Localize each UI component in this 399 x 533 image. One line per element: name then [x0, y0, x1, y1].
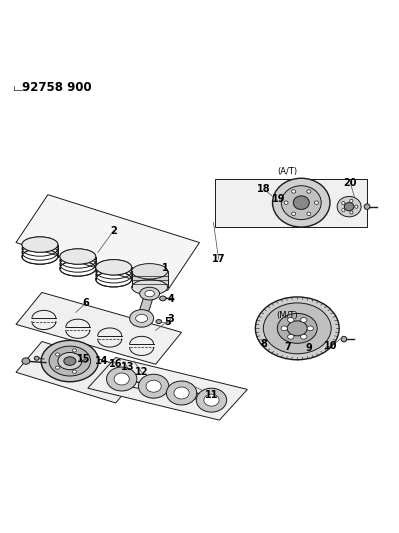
Ellipse shape [287, 321, 307, 336]
Text: 18: 18 [257, 184, 270, 193]
Text: 10: 10 [324, 341, 338, 351]
Ellipse shape [22, 237, 58, 252]
Text: 14: 14 [95, 357, 109, 367]
Text: 17: 17 [212, 254, 225, 264]
Ellipse shape [55, 366, 59, 369]
Text: 16: 16 [109, 359, 122, 369]
Ellipse shape [83, 359, 87, 362]
Ellipse shape [273, 178, 330, 227]
Ellipse shape [300, 334, 307, 339]
Text: 20: 20 [344, 177, 357, 188]
Ellipse shape [277, 313, 317, 343]
Ellipse shape [140, 287, 160, 300]
Polygon shape [88, 358, 247, 420]
Ellipse shape [293, 196, 309, 209]
Text: 15: 15 [77, 354, 91, 364]
Ellipse shape [288, 334, 294, 339]
Ellipse shape [292, 212, 296, 215]
Polygon shape [137, 294, 154, 318]
Ellipse shape [156, 320, 162, 324]
Text: 12: 12 [135, 367, 148, 377]
Ellipse shape [196, 388, 227, 412]
Text: 6: 6 [83, 298, 89, 308]
Polygon shape [16, 293, 182, 364]
Ellipse shape [281, 185, 321, 220]
Ellipse shape [160, 296, 166, 301]
Text: 1: 1 [162, 263, 169, 273]
Ellipse shape [96, 260, 132, 275]
Ellipse shape [132, 280, 168, 295]
Text: 8: 8 [260, 340, 267, 349]
Ellipse shape [58, 352, 82, 370]
Text: 9: 9 [306, 343, 312, 353]
Ellipse shape [300, 318, 307, 322]
Ellipse shape [130, 310, 154, 327]
Polygon shape [132, 271, 168, 287]
Text: (A/T): (A/T) [277, 167, 297, 176]
Ellipse shape [314, 201, 318, 204]
Ellipse shape [307, 190, 311, 193]
Ellipse shape [344, 203, 354, 211]
Ellipse shape [34, 356, 39, 360]
Ellipse shape [364, 204, 370, 209]
Ellipse shape [307, 326, 313, 331]
Ellipse shape [114, 373, 129, 385]
Ellipse shape [350, 199, 353, 203]
Ellipse shape [292, 190, 296, 193]
Polygon shape [16, 342, 142, 403]
Ellipse shape [146, 380, 161, 392]
Polygon shape [16, 195, 200, 290]
Text: 19: 19 [272, 193, 285, 204]
Ellipse shape [307, 212, 311, 215]
Ellipse shape [342, 201, 345, 205]
Ellipse shape [255, 297, 339, 360]
Text: 13: 13 [121, 362, 134, 373]
Text: 4: 4 [168, 294, 174, 304]
Ellipse shape [342, 208, 345, 212]
Text: 7: 7 [284, 342, 290, 352]
Ellipse shape [49, 346, 91, 376]
Ellipse shape [64, 357, 76, 366]
Polygon shape [215, 179, 367, 227]
Text: 92758 900: 92758 900 [22, 81, 91, 94]
Ellipse shape [60, 249, 96, 264]
Text: 11: 11 [205, 390, 218, 400]
Ellipse shape [204, 394, 219, 406]
Ellipse shape [22, 358, 30, 364]
Text: (M/T): (M/T) [277, 311, 298, 320]
Ellipse shape [145, 290, 154, 297]
Text: 2: 2 [111, 225, 117, 236]
Ellipse shape [107, 367, 137, 391]
Ellipse shape [350, 211, 353, 214]
Ellipse shape [166, 381, 197, 405]
Ellipse shape [341, 336, 347, 342]
Ellipse shape [55, 353, 59, 356]
Ellipse shape [281, 326, 287, 331]
Ellipse shape [138, 374, 169, 398]
Text: 5: 5 [164, 317, 171, 327]
Ellipse shape [132, 264, 168, 279]
Ellipse shape [174, 387, 189, 399]
Ellipse shape [355, 205, 358, 208]
Ellipse shape [337, 197, 361, 217]
Text: 3: 3 [168, 314, 174, 324]
Ellipse shape [263, 303, 331, 354]
Ellipse shape [136, 314, 148, 322]
Ellipse shape [73, 349, 77, 352]
Ellipse shape [41, 341, 99, 382]
Ellipse shape [284, 201, 288, 204]
Ellipse shape [73, 370, 77, 373]
Ellipse shape [288, 318, 294, 322]
